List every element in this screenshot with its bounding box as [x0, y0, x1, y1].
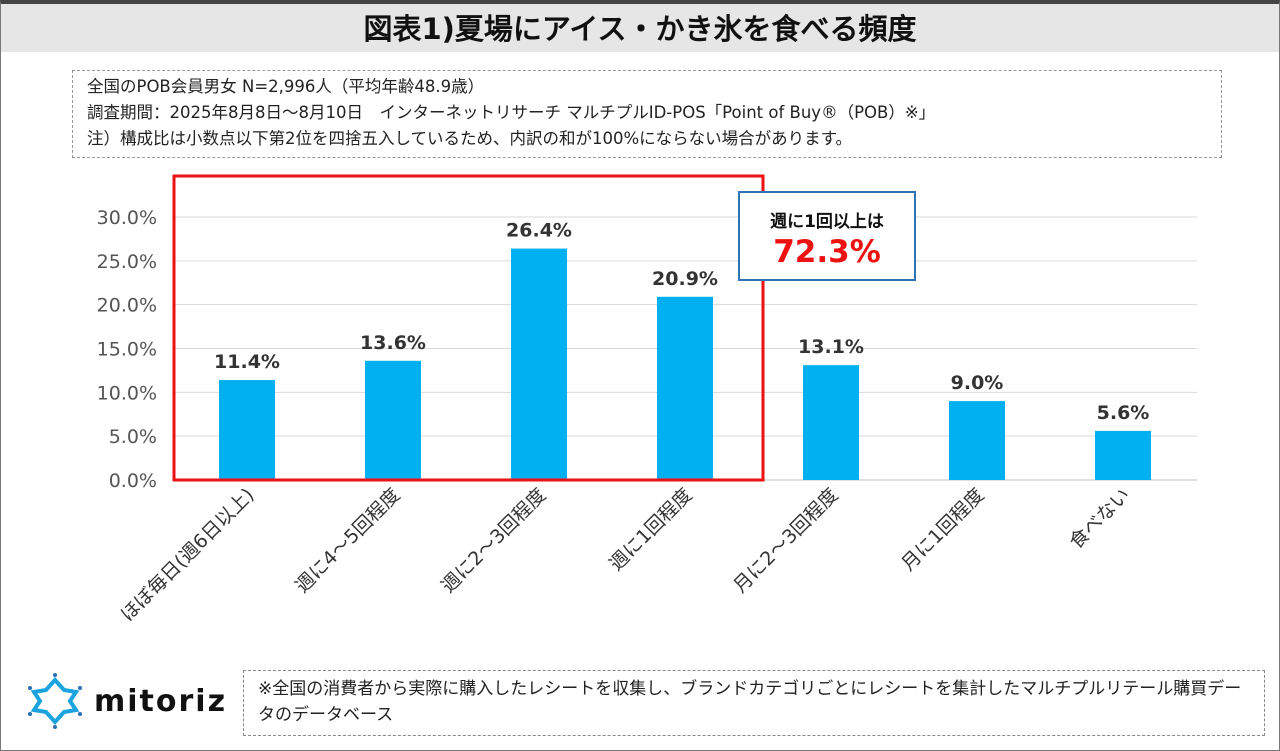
x-tick-label: 週に4〜5回程度 [291, 484, 404, 597]
logo-text: mitoriz [94, 683, 228, 719]
bar [949, 401, 1005, 480]
data-label: 13.6% [360, 332, 426, 354]
callout-box: 週に1回以上は 72.3% [738, 191, 916, 281]
survey-note: 全国のPOB会員男女 N=2,996人（平均年齢48.9歳） 調査期間：2025… [72, 70, 1222, 158]
highlight-box [172, 174, 765, 482]
x-tick-label: 食べない [1065, 484, 1134, 553]
callout-label: 週に1回以上は [770, 212, 884, 232]
x-tick-label: 月に1回程度 [897, 484, 988, 575]
y-tick-label: 25.0% [97, 251, 157, 273]
note-line: 注）構成比は小数点以下第2位を四捨五入しているため、内訳の和が100%にならない… [87, 129, 853, 148]
y-tick-label: 15.0% [97, 339, 157, 361]
bar [1095, 430, 1151, 480]
x-tick-label: 月に2〜3回程度 [729, 484, 842, 597]
y-tick-label: 0.0% [109, 470, 157, 492]
x-tick-label: ほぼ毎日(週6日以上) [116, 484, 258, 626]
data-label: 26.4% [506, 220, 572, 242]
mitoriz-logo-icon [28, 673, 82, 729]
bar [511, 248, 567, 480]
bar [219, 380, 275, 480]
note-line: 調査期間：2025年8月8日〜8月10日 インターネットリサーチ マルチプルID… [87, 103, 936, 122]
x-tick-label: 週に1回程度 [605, 484, 696, 575]
data-label: 9.0% [951, 372, 1004, 394]
bar [657, 296, 713, 480]
logo: mitoriz [26, 672, 227, 730]
callout-value: 72.3% [773, 234, 881, 270]
y-tick-label: 20.0% [97, 295, 157, 317]
data-label: 5.6% [1097, 402, 1150, 424]
page-title: 図表1)夏場にアイス・かき氷を食べる頻度 [1, 4, 1279, 52]
note-line: 全国のPOB会員男女 N=2,996人（平均年齢48.9歳） [87, 77, 485, 96]
y-tick-label: 10.0% [97, 382, 157, 404]
data-label: 11.4% [214, 351, 280, 373]
x-tick-label: 週に2〜3回程度 [437, 484, 550, 597]
y-tick-label: 5.0% [109, 426, 157, 448]
bar [803, 365, 859, 480]
y-tick-label: 30.0% [97, 207, 157, 229]
data-label: 20.9% [652, 268, 718, 290]
footnote: ※全国の消費者から実際に購入したレシートを収集し、ブランドカテゴリごとにレシート… [243, 670, 1265, 736]
data-label: 13.1% [798, 336, 864, 358]
bar [365, 360, 421, 480]
